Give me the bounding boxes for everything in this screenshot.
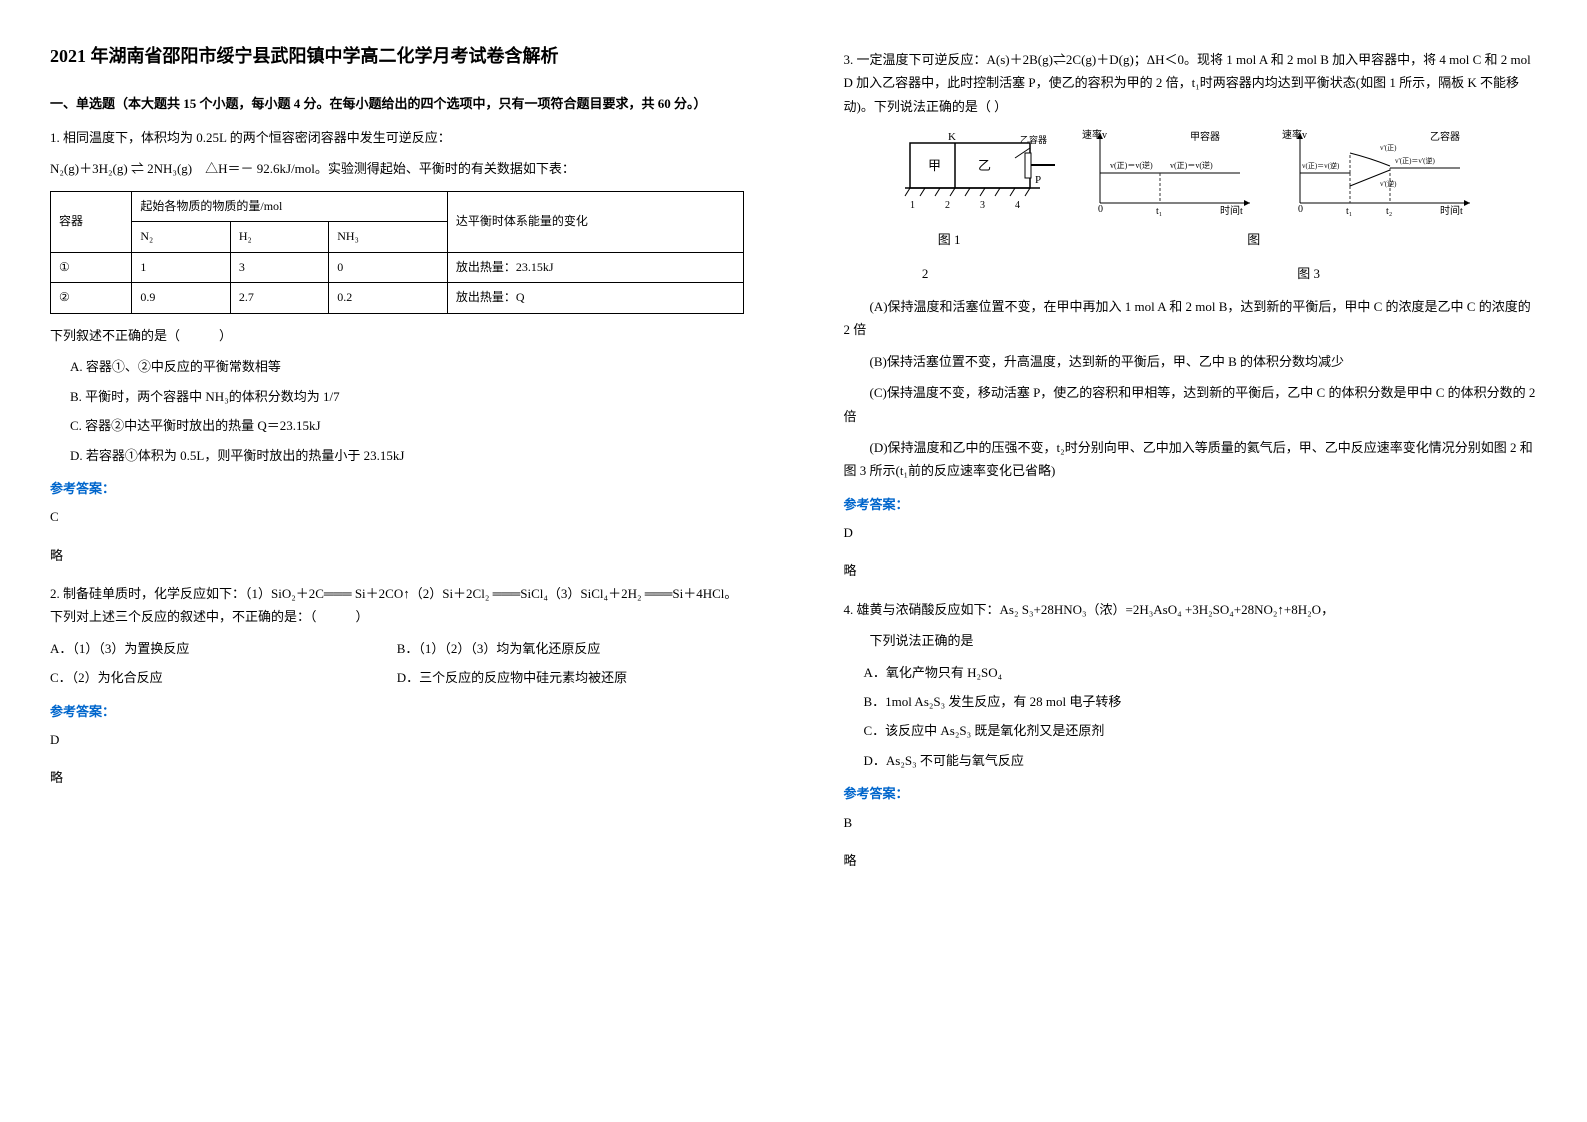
svg-text:t₁: t₁ (1346, 206, 1352, 217)
q3-answer-note: 略 (844, 559, 1538, 582)
q4-answer-note: 略 (844, 849, 1538, 872)
q3-opt-d: (D)保持温度和乙中的压强不变，t₂时分别向甲、乙中加入等质量的氦气后，甲、乙中… (844, 436, 1538, 483)
cell: 0.2 (329, 283, 448, 314)
diagram-3-rate-yi: 速率v 时间t 乙容器 v(正)＝v(逆) v'(正) v'(逆) v'(正)＝… (1280, 128, 1480, 218)
svg-text:v'(正)＝v'(逆): v'(正)＝v'(逆) (1395, 156, 1436, 165)
svg-text:v(正)＝v(逆): v(正)＝v(逆) (1110, 160, 1153, 170)
cell: ① (51, 252, 132, 283)
q1-opt-b: B. 平衡时，两个容器中 NH₃的体积分数均为 1/7 (70, 385, 744, 408)
svg-text:v(正)＝v(逆): v(正)＝v(逆) (1302, 161, 1340, 170)
svg-text:P: P (1035, 174, 1041, 186)
cell: 3 (230, 252, 328, 283)
svg-text:2: 2 (945, 200, 950, 211)
svg-text:4: 4 (1015, 200, 1020, 211)
q3-diagrams: K 甲 乙 P 1 2 3 4 (844, 128, 1538, 218)
svg-text:1: 1 (910, 200, 915, 211)
svg-text:甲: 甲 (928, 158, 941, 173)
svg-text:v(正)＝v(逆): v(正)＝v(逆) (1170, 160, 1213, 170)
svg-text:0: 0 (1098, 204, 1103, 215)
q2-opt-c: C．（2）为化合反应 (50, 666, 397, 689)
q2-opt-a: A．（1）（3）为置换反应 (50, 637, 397, 660)
diagram-1-containers: K 甲 乙 P 1 2 3 4 (900, 128, 1060, 218)
cell: ② (51, 283, 132, 314)
q1-opt-a: A. 容器①、②中反应的平衡常数相等 (70, 355, 744, 378)
q4-prompt: 下列说法正确的是 (844, 629, 1538, 652)
svg-text:t₁: t₁ (1156, 206, 1162, 217)
q4-stem: 4. 雄黄与浓硝酸反应如下：As₂ S₃+28HNO₃（浓）=2H₃AsO₄ +… (844, 598, 1538, 621)
svg-text:时间t: 时间t (1220, 204, 1243, 217)
table-row: 容器 起始各物质的物质的量/mol 达平衡时体系能量的变化 (51, 191, 744, 222)
q2-opt-row2: C．（2）为化合反应 D．三个反应的反应物中硅元素均被还原 (50, 666, 744, 689)
section-1-heading: 一、单选题（本大题共 15 个小题，每小题 4 分。在每小题给出的四个选项中，只… (50, 92, 744, 115)
q4-opt-d: D．As₂S₃ 不可能与氧气反应 (864, 749, 1538, 772)
svg-text:3: 3 (980, 200, 985, 211)
col-nh3: NH₃ (329, 222, 448, 253)
q4-answer: B (844, 811, 1538, 834)
cell: 放出热量：Q (447, 283, 743, 314)
col-n2: N₂ (132, 222, 230, 253)
q4-opt-c: C．该反应中 As₂S₃ 既是氧化剂又是还原剂 (864, 719, 1538, 742)
q2-opt-b: B．（1）（2）（3）均为氧化还原反应 (397, 637, 744, 660)
col-group: 起始各物质的物质的量/mol (132, 191, 447, 222)
svg-text:乙容器: 乙容器 (1430, 130, 1460, 143)
svg-text:K: K (948, 131, 956, 143)
q3-answer: D (844, 521, 1538, 544)
cell: 1 (132, 252, 230, 283)
q3-opt-c: (C)保持温度不变，移动活塞 P，使乙的容积和甲相等，达到新的平衡后，乙中 C … (844, 381, 1538, 428)
q4-opt-a: A．氧化产物只有 H₂SO₄ (864, 661, 1538, 684)
svg-text:速率v: 速率v (1282, 128, 1307, 141)
q1-answer-note: 略 (50, 544, 744, 567)
right-column: 3. 一定温度下可逆反应：A(s)＋2B(g)⇌2C(g)＋D(g)；ΔH＜0。… (794, 0, 1587, 1122)
svg-text:乙容器: 乙容器 (1020, 134, 1047, 145)
col-container: 容器 (51, 191, 132, 252)
cell: 2.7 (230, 283, 328, 314)
svg-text:0: 0 (1298, 204, 1303, 215)
diagram-2-rate-jia: 速率v 时间t 甲容器 v(正)＝v(逆) v(正)＝v(逆) t₁ 0 (1080, 128, 1260, 218)
q3-opt-b: (B)保持活塞位置不变，升高温度，达到新的平衡后，甲、乙中 B 的体积分数均减少 (844, 350, 1538, 373)
fig-label-2r: 图 (1080, 228, 1260, 251)
fig-label-2l: 2 (922, 262, 1002, 285)
col-h2: H₂ (230, 222, 328, 253)
q2-answer-note: 略 (50, 766, 744, 789)
q1-equation: N₂(g)＋3H₂(g) ⇌ 2NH₃(g) △H＝－ 92.6kJ/mol。实… (50, 157, 744, 180)
q2-opt-d: D．三个反应的反应物中硅元素均被还原 (397, 666, 744, 689)
q4-opt-b: B．1mol As₂S₃ 发生反应，有 28 mol 电子转移 (864, 690, 1538, 713)
svg-text:t₂: t₂ (1386, 206, 1392, 217)
q3-fig-labels: 图 1 图 (844, 228, 1538, 251)
svg-text:甲容器: 甲容器 (1190, 130, 1220, 143)
q1-opt-d: D. 若容器①体积为 0.5L，则平衡时放出的热量小于 23.15kJ (70, 444, 744, 467)
answer-label: 参考答案： (50, 477, 744, 500)
answer-label: 参考答案： (844, 782, 1538, 805)
table-row: ① 1 3 0 放出热量：23.15kJ (51, 252, 744, 283)
q2-opt-row1: A．（1）（3）为置换反应 B．（1）（2）（3）均为氧化还原反应 (50, 637, 744, 660)
q2-stem: 2. 制备硅单质时，化学反应如下：（1）SiO₂＋2C═══ Si＋2CO↑（2… (50, 582, 744, 629)
answer-label: 参考答案： (844, 493, 1538, 516)
q1-stem: 1. 相同温度下，体积均为 0.25L 的两个恒容密闭容器中发生可逆反应： (50, 126, 744, 149)
fig-label-blank (1311, 228, 1511, 251)
q1-prompt: 下列叙述不正确的是（ ） (50, 324, 744, 347)
q2-answer: D (50, 728, 744, 751)
cell: 0.9 (132, 283, 230, 314)
fig-label-1: 图 1 (869, 228, 1029, 251)
q1-answer: C (50, 505, 744, 528)
table-row: ② 0.9 2.7 0.2 放出热量：Q (51, 283, 744, 314)
left-column: 2021 年湖南省邵阳市绥宁县武阳镇中学高二化学月考试卷含解析 一、单选题（本大… (0, 0, 794, 1122)
svg-text:速率v: 速率v (1082, 128, 1107, 141)
q3-fig-labels-2: 2 图 3 (844, 262, 1538, 285)
q3-opt-a: (A)保持温度和活塞位置不变，在甲中再加入 1 mol A 和 2 mol B，… (844, 295, 1538, 342)
cell: 0 (329, 252, 448, 283)
col-energy: 达平衡时体系能量的变化 (447, 191, 743, 252)
answer-label: 参考答案： (50, 700, 744, 723)
q3-stem: 3. 一定温度下可逆反应：A(s)＋2B(g)⇌2C(g)＋D(g)；ΔH＜0。… (844, 48, 1538, 118)
fig-label-3: 图 3 (1159, 262, 1459, 285)
svg-text:v'(逆): v'(逆) (1380, 179, 1397, 188)
exam-title: 2021 年湖南省邵阳市绥宁县武阳镇中学高二化学月考试卷含解析 (50, 40, 744, 72)
q1-table: 容器 起始各物质的物质的量/mol 达平衡时体系能量的变化 N₂ H₂ NH₃ … (50, 191, 744, 314)
svg-text:v'(正): v'(正) (1380, 144, 1397, 152)
q1-opt-c: C. 容器②中达平衡时放出的热量 Q＝23.15kJ (70, 414, 744, 437)
svg-text:乙: 乙 (978, 158, 991, 173)
cell: 放出热量：23.15kJ (447, 252, 743, 283)
svg-text:时间t: 时间t (1440, 204, 1463, 217)
